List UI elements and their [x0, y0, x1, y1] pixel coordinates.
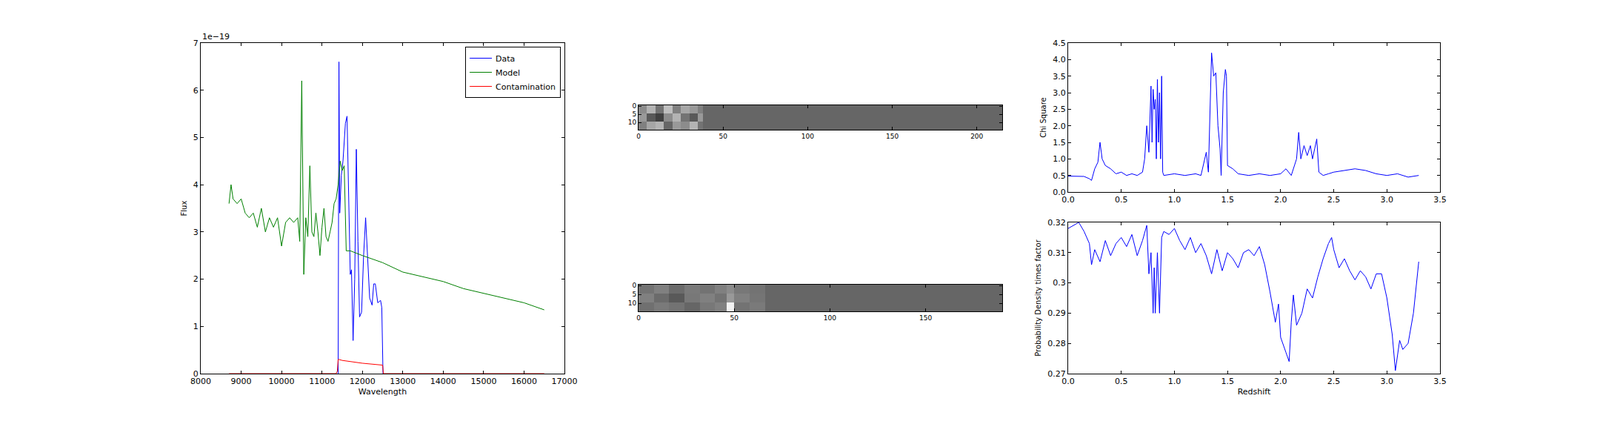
- svg-text:1.0: 1.0: [1168, 194, 1182, 205]
- svg-text:5: 5: [631, 110, 637, 118]
- svg-text:0: 0: [193, 368, 199, 379]
- svg-text:Data: Data: [495, 54, 515, 64]
- svg-text:0.27: 0.27: [1047, 368, 1066, 379]
- svg-text:0: 0: [631, 102, 637, 110]
- svg-text:Chi Square: Chi Square: [1039, 97, 1048, 138]
- svg-text:4: 4: [193, 180, 199, 190]
- svg-text:1: 1: [193, 321, 199, 332]
- svg-text:1.5: 1.5: [1220, 376, 1235, 386]
- svg-text:200: 200: [970, 132, 983, 140]
- svg-text:0.5: 0.5: [1114, 194, 1129, 205]
- svg-text:16000: 16000: [511, 376, 538, 386]
- svg-text:12000: 12000: [349, 376, 376, 386]
- svg-text:2: 2: [193, 274, 199, 284]
- svg-text:3.5: 3.5: [1052, 71, 1066, 82]
- svg-text:0.32: 0.32: [1047, 217, 1066, 228]
- svg-text:100: 100: [823, 314, 837, 322]
- svg-text:3: 3: [193, 227, 199, 238]
- svg-text:1.0: 1.0: [1052, 154, 1066, 164]
- svg-text:0.5: 0.5: [1052, 171, 1066, 181]
- svg-text:2.5: 2.5: [1327, 376, 1341, 386]
- svg-text:Probability Density times fact: Probability Density times factor: [1034, 238, 1043, 356]
- svg-text:0.0: 0.0: [1052, 187, 1066, 198]
- svg-text:2.5: 2.5: [1052, 104, 1066, 115]
- svg-text:17000: 17000: [551, 376, 578, 386]
- svg-text:150: 150: [885, 132, 899, 140]
- svg-text:0.0: 0.0: [1061, 376, 1075, 386]
- svg-text:3.0: 3.0: [1380, 376, 1395, 386]
- svg-text:0.29: 0.29: [1047, 308, 1066, 318]
- svg-text:7: 7: [193, 38, 199, 49]
- svg-text:5: 5: [631, 290, 637, 298]
- svg-text:3.5: 3.5: [1433, 194, 1447, 205]
- svg-text:0: 0: [631, 281, 637, 289]
- svg-text:0.31: 0.31: [1047, 248, 1066, 258]
- svg-text:Wavelength: Wavelength: [358, 386, 407, 397]
- svg-text:8000: 8000: [190, 376, 212, 386]
- svg-text:10000: 10000: [268, 376, 295, 386]
- svg-text:Redshift: Redshift: [1237, 386, 1272, 397]
- svg-text:10: 10: [628, 299, 638, 307]
- svg-text:4.5: 4.5: [1052, 38, 1066, 49]
- svg-text:13000: 13000: [389, 376, 416, 386]
- svg-text:Contamination: Contamination: [495, 82, 556, 92]
- svg-text:100: 100: [801, 132, 815, 140]
- svg-text:Model: Model: [495, 68, 520, 78]
- svg-text:5: 5: [193, 132, 199, 143]
- svg-text:9000: 9000: [231, 376, 252, 386]
- svg-text:0.5: 0.5: [1114, 376, 1129, 386]
- svg-text:0: 0: [636, 314, 641, 322]
- svg-text:0.28: 0.28: [1047, 338, 1066, 349]
- svg-text:11000: 11000: [308, 376, 335, 386]
- svg-text:3.0: 3.0: [1380, 194, 1395, 205]
- svg-text:1.5: 1.5: [1220, 194, 1235, 205]
- svg-text:4.0: 4.0: [1052, 54, 1066, 65]
- svg-text:2.5: 2.5: [1327, 194, 1341, 205]
- svg-text:1.5: 1.5: [1052, 137, 1066, 148]
- svg-text:0: 0: [636, 132, 641, 140]
- svg-text:2.0: 2.0: [1274, 376, 1288, 386]
- svg-text:0.0: 0.0: [1061, 194, 1075, 205]
- svg-text:3.5: 3.5: [1433, 376, 1447, 386]
- svg-text:150: 150: [919, 314, 932, 322]
- svg-text:6: 6: [193, 85, 199, 96]
- svg-text:10: 10: [628, 118, 638, 126]
- svg-text:2.0: 2.0: [1274, 194, 1288, 205]
- svg-text:1e−19: 1e−19: [202, 31, 230, 42]
- svg-text:Flux: Flux: [180, 200, 189, 217]
- svg-text:0.3: 0.3: [1052, 277, 1066, 288]
- svg-text:15000: 15000: [470, 376, 497, 386]
- svg-text:50: 50: [729, 314, 739, 322]
- svg-text:2.0: 2.0: [1052, 121, 1066, 132]
- svg-text:14000: 14000: [430, 376, 457, 386]
- svg-text:50: 50: [718, 132, 728, 140]
- svg-text:1.0: 1.0: [1168, 376, 1182, 386]
- svg-text:3.0: 3.0: [1052, 88, 1066, 98]
